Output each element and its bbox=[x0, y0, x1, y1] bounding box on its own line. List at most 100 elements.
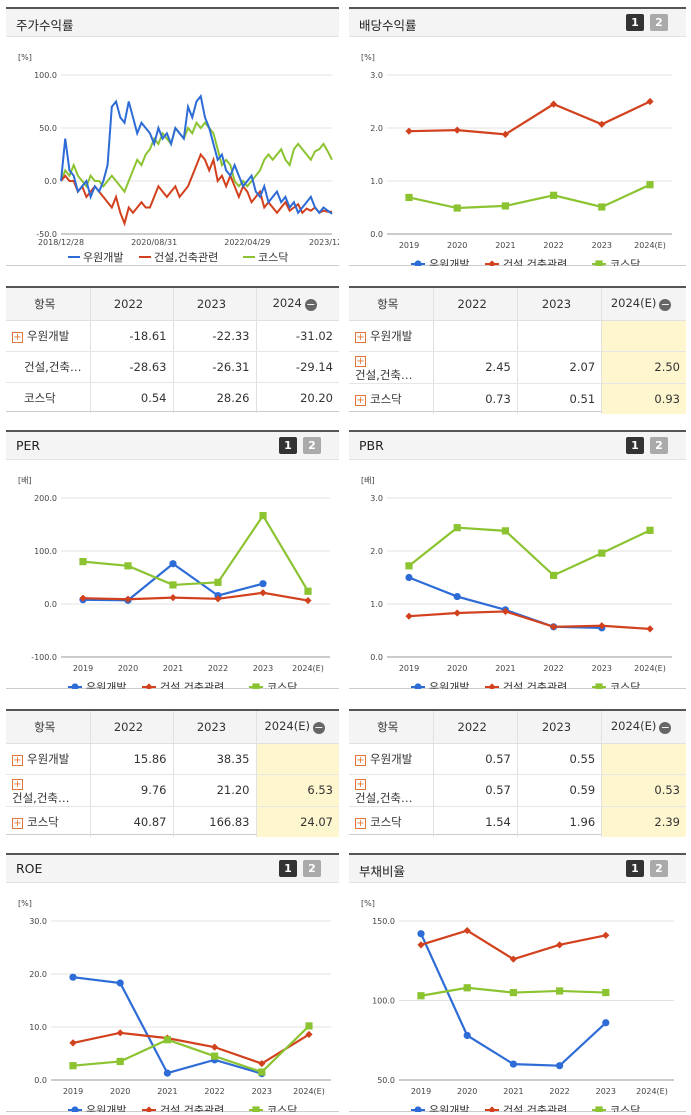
expand-icon[interactable]: + bbox=[12, 818, 23, 830]
cell: 1.96 bbox=[516, 806, 602, 837]
table-row: +건설,건축… 2.45 2.07 2.50 bbox=[349, 351, 686, 384]
unit-label: [%] bbox=[361, 53, 375, 62]
view-2-button[interactable]: 2 bbox=[650, 14, 668, 31]
expand-icon[interactable]: + bbox=[355, 355, 366, 367]
expand-icon[interactable]: + bbox=[12, 755, 23, 766]
expand-icon[interactable]: + bbox=[355, 778, 366, 790]
cell: 20.20 bbox=[255, 382, 339, 413]
y-tick-label: 0.0 bbox=[44, 600, 57, 609]
view-2-button[interactable]: 2 bbox=[650, 437, 668, 454]
row-label: 건설,건축… bbox=[24, 359, 82, 374]
data-point bbox=[163, 1036, 171, 1044]
expand-icon[interactable]: + bbox=[355, 395, 366, 407]
x-tick-label: 2023 bbox=[592, 664, 612, 673]
legend-label: 우원개발 bbox=[429, 681, 469, 689]
legend-label: 우원개발 bbox=[83, 251, 123, 264]
data-point bbox=[145, 683, 153, 689]
expand-icon[interactable]: + bbox=[355, 755, 366, 766]
year-label: 2024(E) bbox=[610, 296, 657, 311]
expand-icon[interactable]: + bbox=[12, 778, 23, 790]
view-2-button[interactable]: 2 bbox=[303, 437, 321, 454]
unit-label: [배] bbox=[361, 476, 375, 485]
dividend-yield-panel: 배당수익률 1 2 [%] 0.0 1.0 2.0 3.0 2019 2020 2021 202… bbox=[349, 7, 686, 266]
dividend-yield-header: 배당수익률 1 2 bbox=[349, 9, 686, 37]
view-1-button[interactable]: 1 bbox=[626, 860, 644, 877]
view-1-button[interactable]: 1 bbox=[626, 437, 644, 454]
y-tick-label: 3.0 bbox=[370, 71, 383, 80]
x-tick-label: 2019 bbox=[411, 1087, 431, 1096]
data-point bbox=[258, 1059, 266, 1068]
panel-title: 배당수익률 bbox=[359, 18, 417, 33]
y-tick-label: 100.0 bbox=[34, 71, 57, 80]
y-tick-label: 2.0 bbox=[370, 547, 383, 556]
cell: 0.73 bbox=[432, 383, 518, 414]
y-tick-label: 50.0 bbox=[377, 1076, 395, 1085]
y-tick-label: 20.0 bbox=[29, 970, 47, 979]
data-point bbox=[163, 1069, 171, 1077]
x-tick-label: 2022 bbox=[543, 664, 563, 673]
series-line bbox=[72, 1025, 310, 1074]
data-point bbox=[169, 560, 177, 568]
cell: 21.20 bbox=[172, 774, 256, 807]
stock-return-panel: 주가수익률 [%] 100.0 50.0 0.0 -50.0 2018/12/28 2020… bbox=[6, 7, 339, 266]
cell: 0.54 bbox=[89, 382, 173, 413]
data-point bbox=[305, 1030, 313, 1039]
view-2-button[interactable]: 2 bbox=[303, 860, 321, 877]
table-row: + 우원개발 -18.61 -22.33 -31.02 bbox=[6, 320, 339, 352]
y-tick-label: 0.0 bbox=[34, 1076, 47, 1085]
row-label: 코스닥 bbox=[370, 391, 402, 406]
data-point bbox=[414, 683, 422, 689]
expand-icon[interactable]: + bbox=[12, 332, 23, 343]
pbr-table: 항목 2022 2023 2024(E) − + 우원개발 0.57 0.55 +건… bbox=[349, 709, 686, 837]
row-label: 우원개발 bbox=[370, 328, 413, 343]
unit-label: [%] bbox=[18, 899, 32, 908]
cell: 15.86 bbox=[89, 743, 173, 775]
data-point bbox=[453, 592, 461, 601]
y-tick-label: 50.0 bbox=[39, 124, 57, 133]
legend-label: 우원개발 bbox=[86, 681, 126, 689]
cell: 2.39 bbox=[601, 806, 686, 837]
col-header-year: 2023 bbox=[516, 711, 602, 744]
data-point bbox=[258, 1068, 266, 1076]
view-1-button[interactable]: 1 bbox=[626, 14, 644, 31]
dividend-yield-chart: [%] 0.0 1.0 2.0 3.0 2019 2020 2021 2022 2023 2024(… bbox=[361, 53, 672, 266]
cell: 28.26 bbox=[172, 382, 256, 413]
series-line bbox=[82, 513, 309, 592]
legend-label: 우원개발 bbox=[429, 258, 469, 266]
view-1-button[interactable]: 1 bbox=[279, 437, 297, 454]
row-label: 코스닥 bbox=[24, 390, 56, 405]
data-point bbox=[169, 581, 177, 589]
table-row: + 코스닥 40.87 166.83 24.07 bbox=[6, 806, 339, 837]
row-label: 우원개발 bbox=[370, 751, 413, 766]
legend-label: 코스닥 bbox=[610, 1104, 640, 1112]
expand-icon[interactable]: + bbox=[355, 818, 366, 830]
expand-icon[interactable]: + bbox=[355, 332, 366, 343]
data-point bbox=[646, 625, 654, 633]
collapse-icon[interactable]: − bbox=[304, 298, 317, 312]
collapse-icon[interactable]: − bbox=[659, 721, 672, 735]
x-tick-label: 2024(E) bbox=[636, 1087, 668, 1096]
row-label: 건설,건축… bbox=[355, 790, 413, 805]
col-header-year: 2023 bbox=[172, 711, 256, 744]
collapse-icon[interactable]: − bbox=[659, 298, 672, 312]
panel-title: 주가수익률 bbox=[16, 18, 74, 33]
x-tick-label: 2020 bbox=[457, 1087, 477, 1096]
cell: 0.57 bbox=[432, 774, 518, 807]
view-1-button[interactable]: 1 bbox=[279, 860, 297, 877]
panel-title: PBR bbox=[359, 438, 384, 453]
legend-label: 건설,건축관련 bbox=[503, 258, 567, 266]
cell: -29.14 bbox=[255, 351, 339, 383]
roe-header: ROE 1 2 bbox=[6, 855, 339, 883]
per-chart: [배] -100.0 0.0 100.0 200.0 2019 2020 2021 2022 20… bbox=[18, 476, 330, 689]
data-point bbox=[405, 562, 413, 570]
view-2-button[interactable]: 2 bbox=[650, 860, 668, 877]
series-line bbox=[408, 526, 651, 577]
legend-label: 건설,건축관련 bbox=[503, 681, 567, 689]
collapse-icon[interactable]: − bbox=[313, 721, 325, 735]
cell bbox=[255, 743, 339, 775]
data-point bbox=[556, 1062, 564, 1070]
table-row: +건설,건축… 0.57 0.59 0.53 bbox=[349, 774, 686, 807]
row-label: 건설,건축… bbox=[355, 367, 413, 382]
x-tick-label: 2022 bbox=[543, 241, 563, 250]
data-point bbox=[417, 930, 425, 938]
